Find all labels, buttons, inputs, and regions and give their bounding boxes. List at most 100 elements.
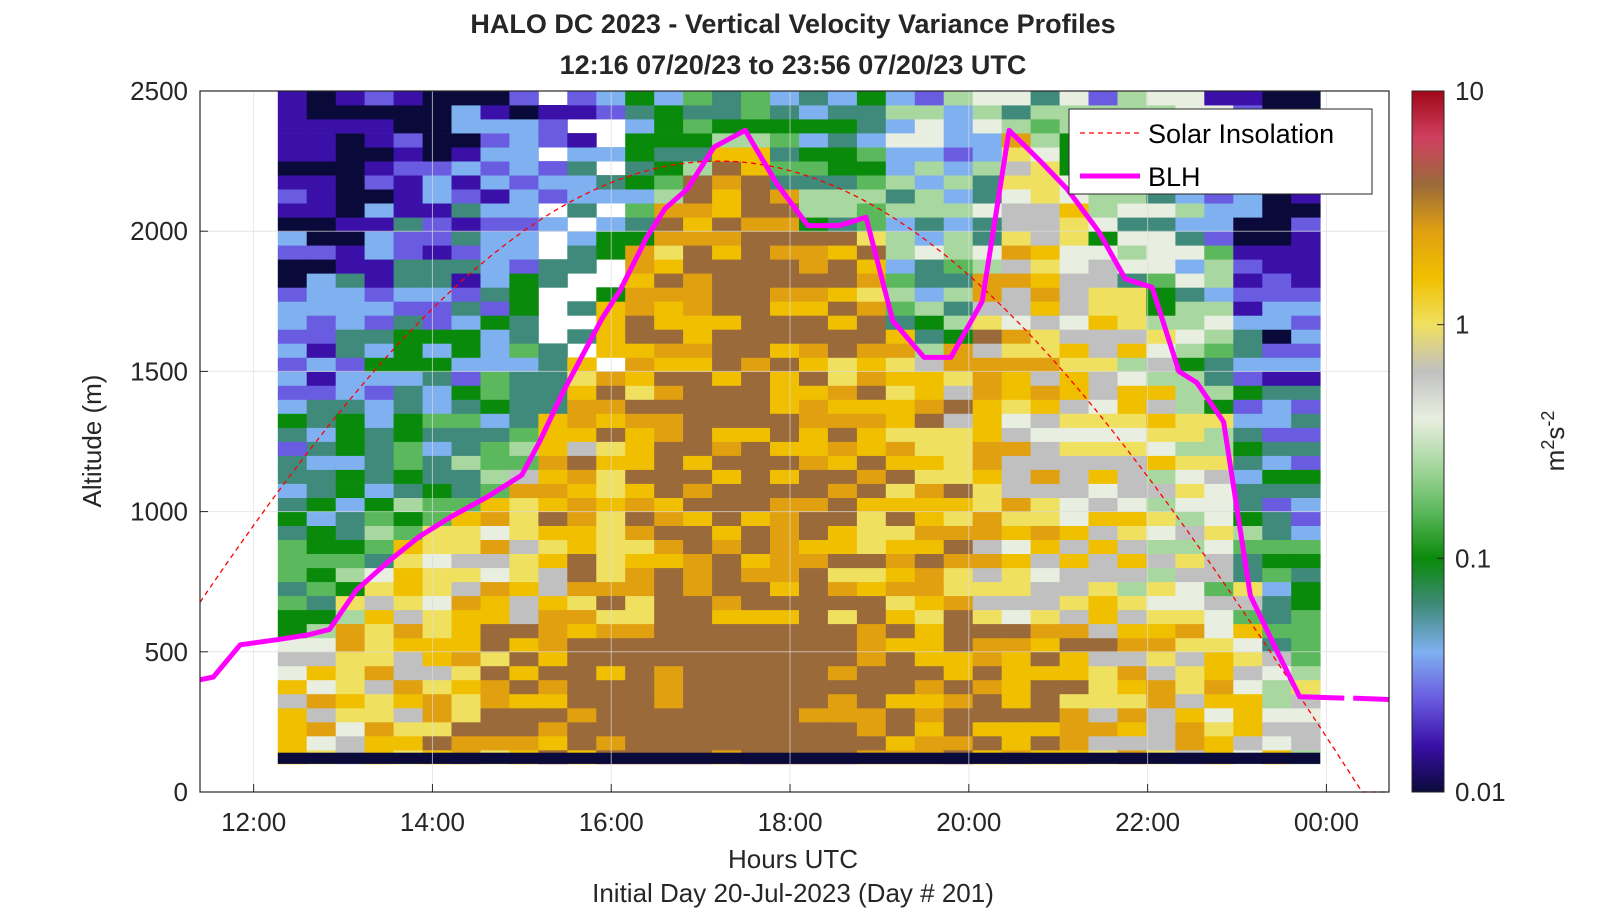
heatmap-cell — [712, 469, 742, 484]
heatmap-cell — [1262, 231, 1292, 246]
heatmap-cell — [509, 189, 539, 204]
heatmap-cell — [1059, 231, 1089, 246]
heatmap-cell — [827, 693, 858, 709]
heatmap-cell — [654, 651, 684, 667]
heatmap-cell — [827, 651, 858, 667]
heatmap-cell — [799, 189, 829, 204]
heatmap-cell — [277, 231, 308, 246]
heatmap-cell — [1001, 329, 1032, 344]
heatmap-cell — [451, 399, 481, 414]
heatmap-cell — [654, 637, 684, 653]
heatmap-cell — [1030, 301, 1060, 316]
heatmap-cell — [1001, 287, 1032, 302]
heatmap-cell — [1088, 413, 1118, 428]
heatmap-cell — [364, 371, 394, 386]
heatmap-cell — [943, 427, 974, 442]
heatmap-cell — [885, 469, 916, 484]
heatmap-cell — [480, 525, 510, 540]
heatmap-cell — [683, 539, 713, 554]
heatmap-cell — [393, 161, 423, 176]
heatmap-cell — [712, 413, 742, 428]
heatmap-cell — [509, 133, 539, 148]
heatmap-cell — [1001, 651, 1032, 667]
heatmap-cell — [1030, 287, 1060, 302]
heatmap-cell — [1146, 707, 1176, 723]
heatmap-cell — [625, 651, 655, 667]
heatmap-cell — [393, 357, 423, 372]
heatmap-cell — [972, 707, 1003, 723]
heatmap-cell — [654, 707, 684, 723]
heatmap-cell — [625, 357, 655, 372]
heatmap-cell — [712, 679, 742, 695]
colorbar-label: m2s-2 — [1538, 411, 1570, 472]
heatmap-cell — [683, 497, 713, 512]
heatmap-cell — [277, 245, 308, 260]
heatmap-cell — [741, 343, 771, 358]
heatmap-cell — [393, 231, 423, 246]
heatmap-cell — [654, 511, 684, 526]
heatmap-cell — [480, 231, 510, 246]
heatmap-cell — [335, 189, 366, 204]
heatmap-cell — [799, 595, 829, 611]
heatmap-cell — [827, 329, 858, 344]
heatmap-cell — [393, 665, 423, 681]
heatmap-cell — [799, 483, 829, 498]
heatmap-cell — [712, 455, 742, 470]
heatmap-cell — [943, 245, 974, 260]
heatmap-cell — [451, 273, 481, 288]
heatmap-cell — [914, 497, 945, 512]
heatmap-cell — [306, 245, 337, 260]
heatmap-cell — [712, 287, 742, 302]
heatmap-cell — [1146, 693, 1176, 709]
heatmap-cell — [509, 231, 539, 246]
heatmap-cell — [1262, 567, 1292, 583]
heatmap-cell — [480, 721, 510, 737]
heatmap-cell — [364, 343, 394, 358]
heatmap-cell — [943, 553, 974, 569]
heatmap-cell — [799, 497, 829, 512]
heatmap-cell — [1291, 721, 1321, 737]
heatmap-cell — [538, 343, 568, 358]
heatmap-cell — [1117, 651, 1147, 667]
heatmap-cell — [1291, 371, 1321, 386]
heatmap-cell — [1233, 455, 1263, 470]
heatmap-cell — [972, 385, 1003, 400]
heatmap-cell — [625, 427, 655, 442]
heatmap-cell — [567, 147, 597, 162]
heatmap-cell — [1291, 581, 1321, 597]
heatmap-cell — [422, 707, 452, 723]
heatmap-cell — [567, 245, 597, 260]
heatmap-cell — [1030, 357, 1060, 372]
solar-insolation-line — [199, 160, 1389, 793]
heatmap-cell — [1204, 231, 1234, 246]
heatmap-cell — [306, 469, 337, 484]
heatmap-cell — [943, 217, 974, 232]
heatmap-cell — [972, 147, 1003, 162]
heatmap-cell — [393, 301, 423, 316]
heatmap-cell — [451, 105, 481, 120]
heatmap-cell — [1204, 623, 1234, 639]
heatmap-cell — [1117, 371, 1147, 386]
heatmap-cell — [509, 203, 539, 218]
heatmap-cell — [827, 539, 858, 554]
heatmap-cell — [914, 161, 945, 176]
heatmap-cell — [1001, 525, 1032, 540]
heatmap-cell — [972, 539, 1003, 554]
heatmap-cell — [1117, 357, 1147, 372]
heatmap-cell — [770, 455, 800, 470]
heatmap-cell — [1146, 651, 1176, 667]
heatmap-cell — [625, 91, 655, 106]
heatmap-cell — [277, 301, 308, 316]
heatmap-cell — [277, 371, 308, 386]
heatmap-cell — [654, 259, 684, 274]
heatmap-cell — [335, 637, 366, 653]
heatmap-cell — [1262, 441, 1292, 456]
heatmap-cell — [827, 637, 858, 653]
heatmap-cell — [625, 329, 655, 344]
heatmap-cell — [1204, 287, 1234, 302]
heatmap-cell — [770, 441, 800, 456]
heatmap-cell — [1030, 497, 1060, 512]
heatmap-cell — [943, 525, 974, 540]
heatmap-cell — [509, 161, 539, 176]
heatmap-cell — [683, 259, 713, 274]
